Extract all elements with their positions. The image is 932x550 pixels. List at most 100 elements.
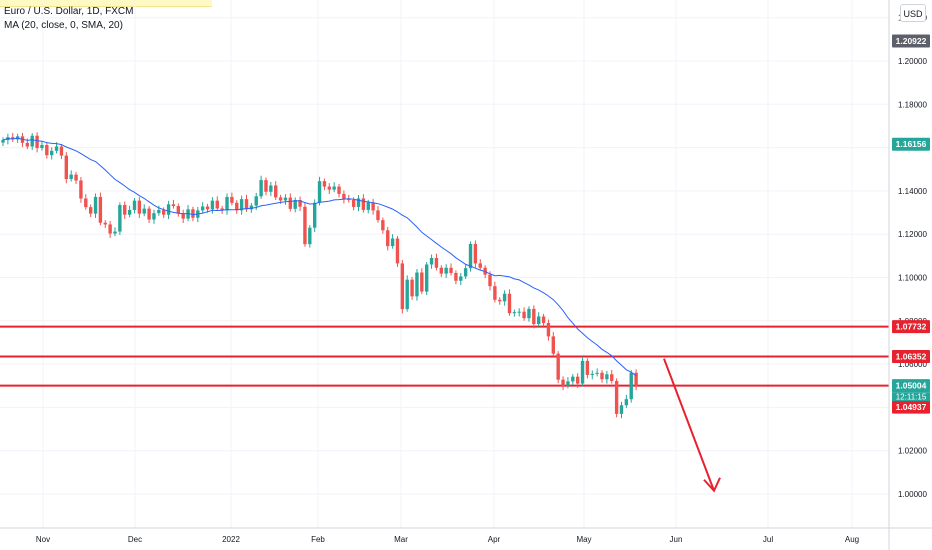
arrow-shaft[interactable] — [663, 358, 715, 492]
arrow-head — [703, 477, 721, 493]
price-label: 1.05004 — [896, 381, 927, 391]
candle-body — [127, 209, 132, 215]
price-label: 1.04937 — [896, 402, 927, 412]
countdown-label: 12:11:15 — [896, 393, 927, 402]
candle-body — [347, 199, 351, 201]
candle-body — [157, 209, 161, 214]
candle-body — [152, 213, 156, 220]
candle-body — [11, 137, 15, 140]
candle-body — [220, 208, 224, 211]
candle-body — [244, 199, 249, 210]
candle-body — [171, 204, 176, 207]
candle-body — [351, 199, 356, 207]
candle-body — [98, 196, 103, 223]
candle-body — [439, 267, 443, 274]
candle-body — [522, 311, 526, 319]
price-label-bg — [892, 320, 930, 334]
y-tick-label: 1.02000 — [898, 447, 927, 456]
horizontal-levels[interactable] — [0, 325, 889, 387]
candle-body — [283, 197, 288, 201]
candle-body — [356, 198, 361, 207]
candle-body — [424, 264, 429, 292]
candle-body — [541, 316, 546, 323]
candle-body — [434, 258, 439, 268]
candle-body — [93, 196, 98, 214]
symbol-search-highlight — [0, 0, 212, 7]
price-labels: 1.20922 1.16156 1.07732 1.06352 1.05004 1.049… — [892, 34, 930, 414]
candle-body — [546, 322, 551, 337]
candle-body — [69, 174, 73, 179]
candle-body — [390, 238, 395, 247]
candle-body — [147, 208, 151, 220]
candle-body — [108, 224, 112, 234]
candle-body — [235, 202, 239, 211]
candle-body — [162, 209, 166, 215]
y-tick-label: 1.00000 — [898, 490, 927, 499]
candle-body — [600, 372, 604, 380]
candle-body — [478, 263, 482, 268]
candle-body — [444, 267, 448, 274]
candle-body — [79, 180, 83, 199]
candle-body — [405, 279, 409, 310]
candle-body — [449, 267, 453, 273]
chart-legend: Euro / U.S. Dollar, 1D, FXCM MA (20, clo… — [4, 5, 133, 33]
price-label-bg — [892, 34, 930, 48]
candle-body — [54, 146, 59, 151]
candle-body — [293, 199, 297, 209]
candle-body — [332, 186, 336, 190]
moving-average — [2, 137, 637, 377]
candle-body — [74, 174, 78, 181]
y-tick-label: 1.10000 — [898, 274, 927, 283]
candle-body — [561, 379, 565, 386]
countdown-bg — [892, 392, 930, 402]
candle-body — [595, 372, 599, 374]
projection-arrow[interactable] — [663, 358, 721, 493]
symbol-title[interactable]: Euro / U.S. Dollar, 1D, FXCM — [4, 6, 134, 17]
candle-body — [88, 207, 93, 214]
candle-body — [40, 145, 44, 149]
candle-body — [590, 373, 594, 375]
y-tick-label: 1.14000 — [898, 187, 927, 196]
candle-body — [132, 200, 137, 210]
candle-body — [371, 202, 375, 211]
candle-body — [342, 193, 346, 200]
candle-body — [45, 145, 49, 156]
candle-body — [191, 209, 195, 218]
candle-body — [634, 372, 638, 386]
candle-body — [556, 353, 560, 380]
candle-body — [312, 202, 317, 228]
price-label: 1.06352 — [896, 351, 927, 361]
candle-body — [610, 374, 614, 381]
price-label: 1.16156 — [896, 139, 927, 149]
candle-body — [118, 204, 122, 232]
candle-body — [137, 200, 142, 214]
candle-body — [571, 376, 575, 382]
candle-body — [463, 268, 468, 277]
candle-body — [507, 293, 512, 314]
x-tick-label: Apr — [488, 535, 501, 544]
candle-body — [50, 150, 54, 156]
candle-body — [278, 197, 283, 201]
y-tick-label: 1.06000 — [898, 360, 927, 369]
candle-body — [381, 220, 385, 231]
price-label-bg — [892, 400, 930, 414]
candle-body — [493, 286, 497, 300]
x-tick-label: 2022 — [222, 535, 240, 544]
ma-legend[interactable]: MA (20, close, 0, SMA, 20) — [4, 20, 123, 31]
candle-body — [605, 374, 609, 380]
candle-body — [629, 372, 633, 400]
candle-body — [429, 258, 434, 265]
x-tick-label: May — [576, 535, 591, 544]
candle-body — [512, 312, 517, 314]
candle-body — [210, 200, 215, 210]
candle-body — [395, 238, 400, 264]
candle-body — [274, 185, 278, 198]
candle-body — [624, 399, 629, 406]
y-tick-label: 1.18000 — [898, 100, 927, 109]
candle-body — [551, 336, 556, 354]
x-tick-label: Feb — [311, 535, 325, 544]
currency-button[interactable]: USD — [900, 4, 926, 22]
candles — [1, 132, 638, 419]
